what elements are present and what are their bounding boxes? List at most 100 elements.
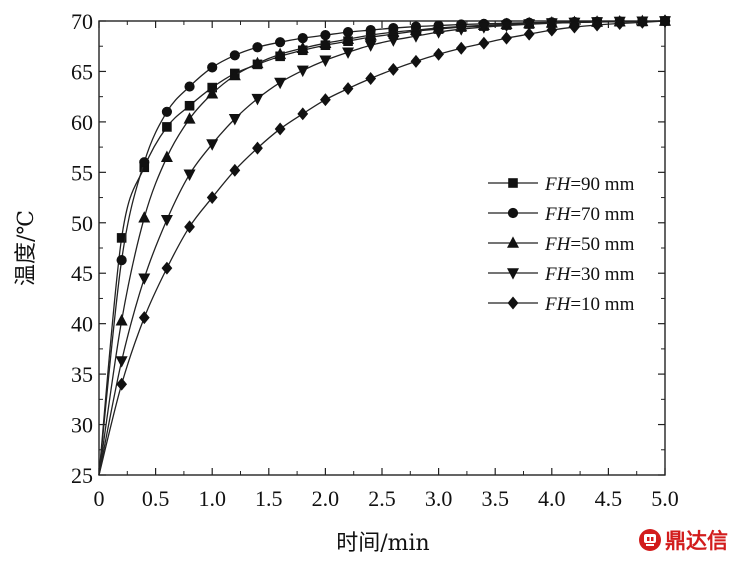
data-point: [116, 233, 127, 243]
data-point: [161, 261, 173, 275]
x-tick-label: 3.0: [425, 486, 453, 511]
data-point: [455, 41, 467, 55]
data-point: [161, 106, 173, 117]
y-tick-label: 25: [71, 463, 93, 488]
data-point: [591, 18, 603, 32]
legend-item-2: FH=70 mm: [488, 204, 635, 225]
data-point: [251, 93, 264, 106]
legend-marker: [508, 178, 518, 188]
data-point: [546, 23, 558, 37]
data-point: [477, 22, 490, 34]
data-point: [229, 50, 240, 61]
legend-marker: [507, 296, 519, 310]
series-layer: [98, 14, 671, 476]
data-point: [184, 81, 195, 92]
y-tick-label: 30: [71, 413, 93, 438]
y-tick-label: 40: [71, 312, 93, 337]
data-point: [252, 42, 263, 53]
data-point: [433, 47, 444, 61]
x-axis-label: 时间/min: [336, 531, 429, 556]
y-tick-label: 45: [71, 261, 93, 286]
data-point: [228, 114, 241, 126]
data-point: [275, 37, 286, 48]
data-point: [342, 82, 354, 96]
data-point: [296, 41, 309, 54]
data-point: [501, 31, 512, 45]
data-point: [184, 100, 195, 111]
data-point: [206, 139, 219, 151]
data-point: [342, 47, 355, 59]
data-point: [207, 62, 218, 73]
legend-item-5: FH=10 mm: [488, 294, 635, 315]
x-tick-label: 2.0: [312, 486, 340, 511]
legend-label: FH=70 mm: [544, 204, 635, 225]
logo-icon: [639, 529, 661, 551]
data-point: [500, 20, 513, 33]
series-line: [98, 20, 666, 476]
data-point: [410, 54, 422, 68]
y-tick-label: 65: [71, 59, 93, 84]
data-point: [274, 122, 286, 136]
legend-item-4: FH=30 mm: [488, 264, 635, 285]
data-point: [636, 15, 648, 29]
data-point: [319, 55, 332, 67]
data-point: [364, 28, 377, 40]
data-point: [206, 191, 218, 205]
x-tick-label: 1.5: [255, 486, 283, 511]
legend-marker: [507, 268, 519, 280]
x-tick-label: 2.5: [368, 486, 396, 511]
data-point: [138, 273, 151, 285]
data-point: [387, 62, 399, 76]
data-point: [478, 36, 490, 50]
data-point: [251, 56, 264, 69]
y-tick-label: 50: [71, 211, 93, 236]
x-tick-label: 1.0: [198, 486, 226, 511]
data-point: [319, 36, 332, 48]
data-point: [115, 313, 128, 326]
x-tick-label: 0: [94, 486, 105, 511]
data-point: [569, 20, 580, 34]
legend-label: FH=50 mm: [544, 234, 635, 255]
y-tick-label: 35: [71, 362, 93, 387]
y-tick-label: 60: [71, 110, 93, 135]
data-point: [364, 40, 377, 52]
data-point: [160, 150, 173, 162]
y-tick-label: 55: [71, 160, 93, 185]
x-tick-label: 4.5: [595, 486, 623, 511]
data-point: [252, 141, 263, 155]
legend-marker: [507, 207, 519, 219]
data-point: [183, 169, 196, 181]
x-tick-label: 4.0: [538, 486, 566, 511]
series-5: [98, 14, 671, 476]
legend-marker: [507, 236, 519, 248]
legend-label: FH=90 mm: [544, 174, 635, 195]
data-point: [387, 35, 400, 47]
data-point: [432, 27, 445, 39]
legend-item-3: FH=50 mm: [488, 234, 635, 255]
data-point: [229, 163, 241, 177]
legend-item-1: FH=90 mm: [488, 174, 635, 195]
data-point: [523, 19, 536, 31]
legend: FH=90 mm FH=70 mm FH=50 mm FH=30 mm FH=10 mm: [488, 174, 635, 315]
data-point: [206, 86, 219, 99]
data-point: [365, 72, 377, 85]
data-point: [116, 255, 127, 266]
data-point: [115, 356, 128, 368]
data-point: [297, 33, 308, 44]
data-point: [228, 68, 241, 81]
data-point: [409, 31, 422, 43]
x-tick-label: 3.5: [481, 486, 509, 511]
watermark: 鼎达信: [639, 529, 728, 553]
data-point: [297, 107, 309, 121]
data-point: [274, 77, 287, 90]
data-point: [342, 32, 355, 44]
watermark-text: 鼎达信: [665, 529, 728, 553]
x-tick-label: 0.5: [142, 486, 170, 511]
axes: 0 0.5 1.0 1.5 2.0 2.5 3.0 3.5 4.0 4.5 5.0 25 30 35 40 4…: [71, 9, 679, 511]
legend-label: FH=10 mm: [544, 294, 635, 315]
data-point: [138, 311, 150, 325]
data-point: [614, 17, 626, 30]
data-point: [274, 47, 287, 60]
y-tick-label: 70: [71, 9, 93, 34]
